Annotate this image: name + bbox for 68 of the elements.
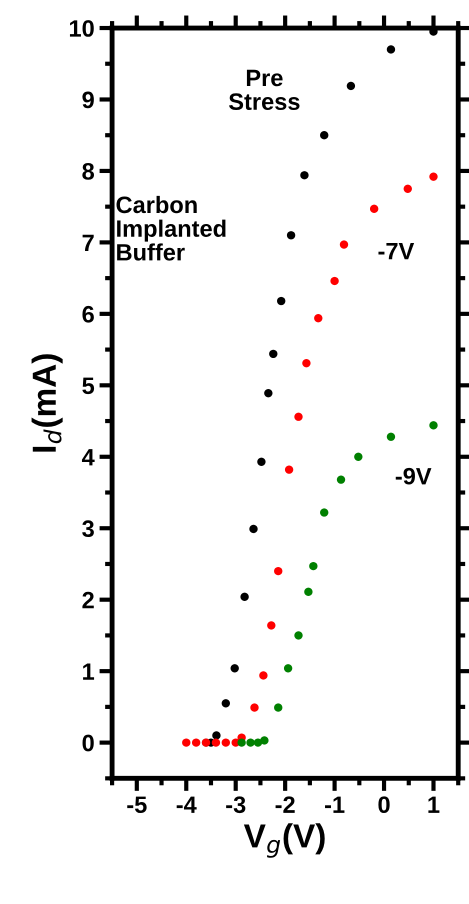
x-tick-label: 1 — [428, 796, 440, 813]
point — [237, 738, 246, 747]
point — [269, 350, 278, 358]
x-tick-label: -4 — [176, 796, 197, 813]
y-tick-label: 10 — [70, 20, 94, 37]
annotation: -9V — [396, 468, 432, 485]
point — [257, 458, 266, 466]
point — [259, 671, 268, 680]
point — [230, 664, 239, 672]
x-tick-label: -3 — [226, 796, 246, 814]
point — [222, 738, 230, 747]
point — [386, 45, 396, 54]
point — [284, 465, 294, 474]
y-tick-label: 9 — [82, 92, 94, 108]
y-tick-label: 4 — [82, 449, 95, 466]
x-tick-label: -2 — [276, 796, 295, 813]
point — [346, 82, 356, 90]
point — [429, 421, 438, 430]
point — [212, 738, 220, 747]
y-axis-title: I$_{d}$(mA) — [32, 354, 63, 452]
point — [249, 524, 258, 534]
point — [320, 508, 328, 517]
y-tick-label: 7 — [82, 234, 94, 251]
point — [370, 204, 378, 213]
point — [294, 631, 303, 640]
point — [386, 432, 396, 441]
point — [354, 452, 362, 461]
y-tick-label: 0 — [82, 734, 94, 752]
point — [267, 621, 276, 630]
point — [429, 172, 438, 181]
point — [286, 231, 296, 240]
point — [300, 171, 309, 180]
annotation: Carbon Implanted Buffer — [116, 196, 226, 261]
y-tick-label: 3 — [82, 520, 94, 538]
point — [212, 731, 221, 740]
point — [330, 276, 339, 286]
point — [284, 664, 292, 672]
y-tick-label: 8 — [82, 163, 94, 180]
point — [294, 412, 303, 421]
point — [309, 562, 318, 570]
point — [302, 359, 311, 368]
point — [274, 566, 282, 576]
point — [404, 184, 412, 193]
x-tick-label: 0 — [378, 796, 390, 814]
point — [182, 738, 190, 747]
point — [264, 389, 273, 398]
point — [250, 703, 259, 712]
point — [240, 592, 249, 602]
point — [277, 296, 286, 306]
annotation: -7V — [378, 242, 414, 260]
point — [222, 699, 230, 708]
point — [246, 738, 255, 747]
y-tick-label: 1 — [83, 663, 94, 680]
y-tick-label: 6 — [82, 306, 94, 323]
x-tick-label: -1 — [325, 796, 344, 813]
point — [340, 240, 348, 249]
point — [320, 131, 328, 140]
x-tick-label: -5 — [127, 796, 147, 814]
point — [336, 475, 346, 484]
point — [314, 314, 322, 322]
y-tick-label: 2 — [82, 592, 94, 608]
x-axis-title: V$_{g}$(V) — [244, 823, 325, 858]
annotation: Pre Stress — [228, 70, 300, 110]
point — [304, 588, 313, 596]
y-tick-label: 5 — [82, 378, 94, 394]
point — [192, 738, 200, 747]
point — [274, 703, 282, 712]
point — [260, 736, 269, 745]
